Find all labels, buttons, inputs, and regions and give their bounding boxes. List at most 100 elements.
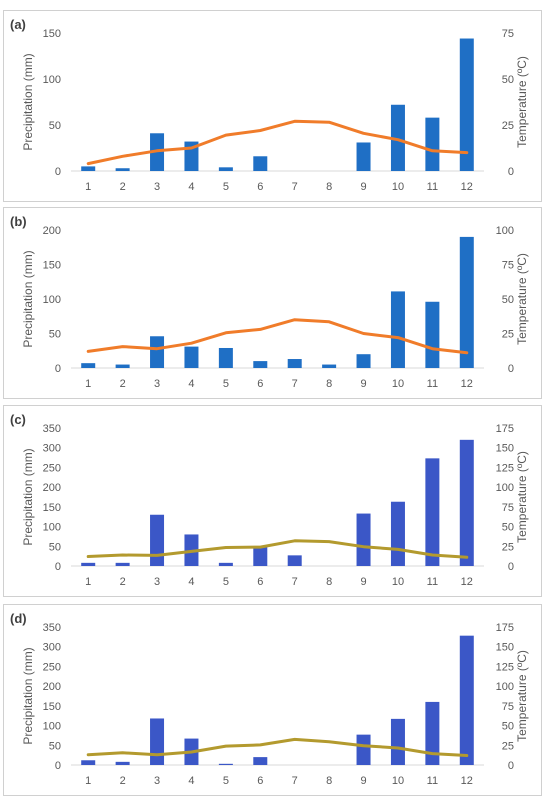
x-tick-label: 1 [85, 181, 91, 193]
x-tick-label: 2 [120, 775, 126, 787]
y2-tick-label: 75 [502, 260, 514, 272]
bar [253, 546, 268, 566]
bar [459, 38, 474, 171]
y2-tick-label: 50 [502, 522, 514, 534]
x-tick-label: 11 [427, 775, 438, 787]
y2-axis-title: Temperature (ºC) [515, 650, 529, 742]
y2-tick-label: 50 [502, 74, 514, 86]
y2-tick-label: 0 [508, 363, 514, 375]
x-tick-label: 10 [392, 181, 404, 193]
y-tick-label: 200 [43, 482, 61, 494]
bar [356, 734, 371, 765]
bar [253, 757, 268, 765]
x-tick-label: 4 [188, 378, 194, 390]
panel-label: (d) [10, 611, 27, 626]
y2-tick-label: 25 [502, 329, 514, 341]
x-tick-label: 7 [292, 576, 298, 588]
y-tick-label: 200 [43, 681, 61, 693]
bar [390, 501, 405, 566]
panel-label: (c) [10, 412, 26, 427]
bar [425, 117, 440, 171]
chart-svg: (d)0501001502002503003500255075100125150… [10, 611, 529, 787]
x-tick-label: 4 [188, 775, 194, 787]
bar [115, 168, 130, 171]
x-tick-label: 11 [427, 378, 438, 390]
y2-tick-label: 150 [496, 642, 514, 654]
bar [218, 763, 233, 765]
x-tick-label: 2 [120, 378, 126, 390]
chart-panel: (b) 0 50 100 150 200 0 25 50 75 100 Precipitation (… [3, 207, 542, 399]
x-tick-label: 12 [461, 775, 473, 787]
x-tick-label: 4 [188, 181, 194, 193]
bar [390, 291, 405, 368]
temperature-line [86, 119, 469, 166]
x-tick-label: 10 [392, 775, 404, 787]
x-tick-label: 2 [120, 181, 126, 193]
bar [322, 364, 337, 368]
y2-tick-label: 125 [496, 661, 514, 673]
bar [115, 364, 130, 368]
y-tick-label: 100 [43, 522, 61, 534]
x-tick-label: 6 [257, 181, 263, 193]
bar [218, 167, 233, 171]
y-tick-label: 50 [49, 541, 61, 553]
y-tick-label: 50 [49, 740, 61, 752]
temperature-line [86, 539, 469, 559]
y2-axis-title: Temperature (ºC) [515, 56, 529, 148]
bar [150, 718, 165, 765]
bar [459, 635, 474, 765]
x-tick-label: 3 [154, 181, 160, 193]
y-tick-label: 300 [43, 642, 61, 654]
y-tick-label: 350 [43, 622, 61, 634]
x-tick-label: 8 [326, 775, 332, 787]
y-tick-label: 100 [43, 721, 61, 733]
y-tick-label: 150 [43, 502, 61, 514]
x-tick-label: 3 [154, 378, 160, 390]
y2-tick-label: 25 [502, 120, 514, 132]
x-tick-label: 3 [154, 775, 160, 787]
y2-tick-label: 0 [508, 561, 514, 573]
x-tick-label: 9 [360, 576, 366, 588]
bar [81, 760, 96, 765]
bar [253, 156, 268, 171]
bar [81, 166, 96, 171]
bar [150, 514, 165, 566]
bar [287, 359, 302, 368]
y2-tick-label: 100 [496, 225, 514, 237]
bar [115, 761, 130, 765]
bar [218, 347, 233, 368]
y2-tick-label: 175 [496, 622, 514, 634]
y2-tick-label: 125 [496, 462, 514, 474]
y2-tick-label: 75 [502, 701, 514, 713]
x-tick-label: 10 [392, 378, 404, 390]
x-tick-label: 9 [360, 378, 366, 390]
temperature-line [86, 737, 469, 757]
x-tick-label: 12 [461, 576, 473, 588]
y-tick-label: 300 [43, 443, 61, 455]
x-tick-label: 5 [223, 378, 229, 390]
bar [425, 701, 440, 765]
bar [356, 354, 371, 368]
bar [81, 562, 96, 566]
y2-tick-label: 75 [502, 502, 514, 514]
x-tick-label: 12 [461, 378, 473, 390]
y2-tick-label: 0 [508, 760, 514, 772]
chart-panel: (d) 0 50 100 150 200 250 300 350 0 25 50 75 100 125 150… [3, 604, 542, 796]
x-tick-label: 8 [326, 181, 332, 193]
x-tick-label: 1 [85, 775, 91, 787]
y-axis-title: Precipitation (mm) [21, 448, 35, 545]
x-tick-label: 5 [223, 775, 229, 787]
bar [425, 458, 440, 566]
x-tick-label: 9 [360, 775, 366, 787]
x-tick-label: 8 [326, 576, 332, 588]
x-tick-label: 3 [154, 576, 160, 588]
bar [390, 718, 405, 765]
y-tick-label: 0 [55, 166, 61, 178]
panel-label: (b) [10, 214, 27, 229]
y2-axis-title: Temperature (ºC) [515, 253, 529, 345]
y-tick-label: 50 [49, 120, 61, 132]
panel-label: (a) [10, 17, 26, 32]
y2-tick-label: 100 [496, 681, 514, 693]
bar [253, 361, 268, 368]
x-tick-label: 8 [326, 378, 332, 390]
